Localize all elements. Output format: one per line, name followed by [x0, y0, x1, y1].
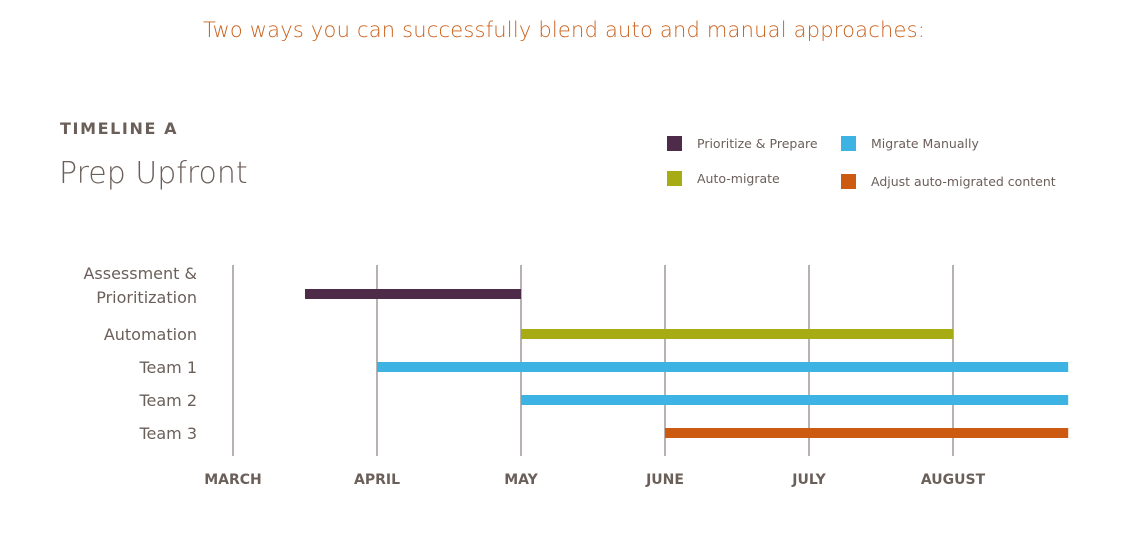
- gantt-bar: [305, 289, 521, 299]
- row-label: Team 3: [138, 424, 197, 443]
- month-label: MARCH: [204, 472, 262, 488]
- legend-swatch-auto: [667, 171, 682, 186]
- timeline-title: Prep Upfront: [59, 156, 248, 191]
- legend-item-prioritize: Prioritize & Prepare: [667, 136, 818, 151]
- row-label-line: Prioritization: [96, 288, 197, 307]
- legend-text-manual: Migrate Manually: [871, 136, 979, 151]
- legend-item-auto: Auto-migrate: [667, 171, 780, 186]
- row-label: Team 1: [138, 358, 197, 377]
- gantt-bar: [377, 362, 1069, 372]
- legend-text-adjust: Adjust auto-migrated content: [871, 174, 1056, 189]
- legend: Prioritize & Prepare Migrate Manually Au…: [667, 133, 1107, 203]
- month-label: AUGUST: [921, 472, 986, 488]
- gantt-bar: [665, 428, 1069, 438]
- legend-item-adjust: Adjust auto-migrated content: [841, 174, 1056, 189]
- legend-text-prioritize: Prioritize & Prepare: [697, 136, 818, 151]
- gantt-bar: [521, 329, 953, 339]
- row-label-line: Assessment &: [83, 264, 197, 283]
- month-label: APRIL: [354, 472, 400, 488]
- row-label: Team 2: [138, 391, 197, 410]
- month-label: JULY: [791, 472, 826, 488]
- legend-item-manual: Migrate Manually: [841, 136, 979, 151]
- timeline-label: TIMELINE A: [60, 119, 179, 138]
- row-label: Automation: [104, 325, 197, 344]
- gantt-bar: [521, 395, 1069, 405]
- legend-text-auto: Auto-migrate: [697, 171, 780, 186]
- legend-swatch-adjust: [841, 174, 856, 189]
- month-label: JUNE: [645, 472, 684, 488]
- legend-swatch-manual: [841, 136, 856, 151]
- headline: Two ways you can successfully blend auto…: [202, 18, 926, 42]
- row-label: Assessment & Prioritization: [83, 264, 197, 307]
- legend-swatch-prioritize: [667, 136, 682, 151]
- month-label: MAY: [504, 472, 538, 488]
